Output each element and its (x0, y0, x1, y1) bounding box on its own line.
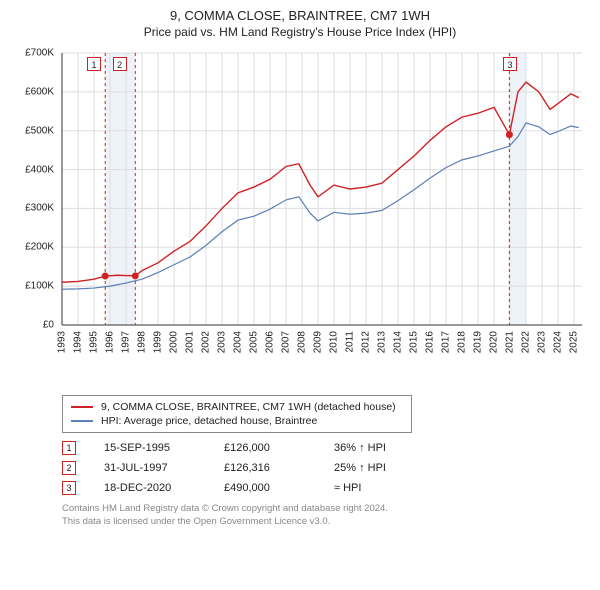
tx-date: 31-JUL-1997 (104, 462, 224, 474)
x-tick-label: 2019 (473, 331, 484, 353)
x-tick-label: 2017 (441, 331, 452, 353)
footer-line1: Contains HM Land Registry data © Crown c… (62, 503, 590, 516)
x-tick-label: 2000 (169, 331, 180, 353)
tx-price: £126,000 (224, 442, 334, 454)
y-tick-label: £400K (10, 164, 54, 175)
x-tick-label: 2015 (409, 331, 420, 353)
footer-line2: This data is licensed under the Open Gov… (62, 516, 590, 529)
chart-title: 9, COMMA CLOSE, BRAINTREE, CM7 1WH (10, 8, 590, 23)
x-tick-label: 2002 (201, 331, 212, 353)
y-tick-label: £0 (10, 320, 54, 331)
x-tick-label: 2008 (297, 331, 308, 353)
x-tick-label: 2010 (329, 331, 340, 353)
title-block: 9, COMMA CLOSE, BRAINTREE, CM7 1WH Price… (10, 8, 590, 39)
x-tick-label: 2007 (281, 331, 292, 353)
y-tick-label: £700K (10, 48, 54, 59)
y-tick-label: £600K (10, 86, 54, 97)
x-tick-label: 2009 (313, 331, 324, 353)
tx-badge: 2 (62, 461, 76, 475)
tx-row: 1 15-SEP-1995£126,00036% ↑ HPI (62, 441, 590, 455)
x-tick-label: 1993 (57, 331, 68, 353)
transaction-table: 1 15-SEP-1995£126,00036% ↑ HPI 2 31-JUL-199… (62, 441, 590, 495)
x-tick-label: 2013 (377, 331, 388, 353)
x-tick-label: 1995 (89, 331, 100, 353)
x-tick-label: 2021 (505, 331, 516, 353)
tx-hpi: 36% ↑ HPI (334, 442, 444, 454)
tx-hpi: 25% ↑ HPI (334, 462, 444, 474)
legend-swatch (71, 406, 93, 408)
tx-price: £490,000 (224, 482, 334, 494)
tx-dot (102, 273, 109, 280)
tx-badge-top: 1 (87, 57, 101, 71)
x-tick-label: 2016 (425, 331, 436, 353)
x-tick-label: 2005 (249, 331, 260, 353)
chart-area: £0 £100K £200K £300K £400K £500K £600K £700K 199… (10, 45, 590, 385)
x-tick-label: 1994 (73, 331, 84, 353)
y-tick-label: £500K (10, 125, 54, 136)
legend-swatch (71, 420, 93, 422)
x-tick-label: 2020 (489, 331, 500, 353)
x-tick-label: 2023 (537, 331, 548, 353)
tx-hpi: ≈ HPI (334, 482, 444, 494)
tx-row: 3 18-DEC-2020£490,000≈ HPI (62, 481, 590, 495)
y-tick-label: £300K (10, 203, 54, 214)
x-tick-label: 1996 (105, 331, 116, 353)
legend-item: 9, COMMA CLOSE, BRAINTREE, CM7 1WH (deta… (71, 400, 403, 414)
footer-attribution: Contains HM Land Registry data © Crown c… (62, 503, 590, 529)
chart-subtitle: Price paid vs. HM Land Registry's House … (10, 25, 590, 39)
x-tick-label: 2003 (217, 331, 228, 353)
y-tick-label: £100K (10, 281, 54, 292)
tx-date: 15-SEP-1995 (104, 442, 224, 454)
tx-row: 2 31-JUL-1997£126,31625% ↑ HPI (62, 461, 590, 475)
legend-label: HPI: Average price, detached house, Brai… (101, 415, 317, 427)
x-tick-label: 2014 (393, 331, 404, 353)
x-tick-label: 2022 (521, 331, 532, 353)
x-tick-label: 2018 (457, 331, 468, 353)
tx-badge: 1 (62, 441, 76, 455)
x-tick-label: 2006 (265, 331, 276, 353)
tx-badge-top: 3 (503, 57, 517, 71)
x-tick-label: 2004 (233, 331, 244, 353)
x-tick-label: 2001 (185, 331, 196, 353)
tx-dot (132, 272, 139, 279)
legend-label: 9, COMMA CLOSE, BRAINTREE, CM7 1WH (deta… (101, 401, 396, 413)
chart-container: 9, COMMA CLOSE, BRAINTREE, CM7 1WH Price… (0, 0, 600, 535)
x-tick-label: 2025 (569, 331, 580, 353)
series-property (62, 82, 579, 282)
x-tick-label: 2012 (361, 331, 372, 353)
x-tick-label: 2011 (345, 331, 356, 353)
x-tick-label: 1998 (137, 331, 148, 353)
tx-badge: 3 (62, 481, 76, 495)
tx-price: £126,316 (224, 462, 334, 474)
legend: 9, COMMA CLOSE, BRAINTREE, CM7 1WH (deta… (62, 395, 412, 433)
series-hpi (62, 123, 579, 289)
x-tick-label: 2024 (553, 331, 564, 353)
tx-date: 18-DEC-2020 (104, 482, 224, 494)
y-tick-label: £200K (10, 242, 54, 253)
x-tick-label: 1999 (153, 331, 164, 353)
tx-badge-top: 2 (113, 57, 127, 71)
tx-dot (506, 131, 513, 138)
legend-item: HPI: Average price, detached house, Brai… (71, 414, 403, 428)
x-tick-label: 1997 (121, 331, 132, 353)
